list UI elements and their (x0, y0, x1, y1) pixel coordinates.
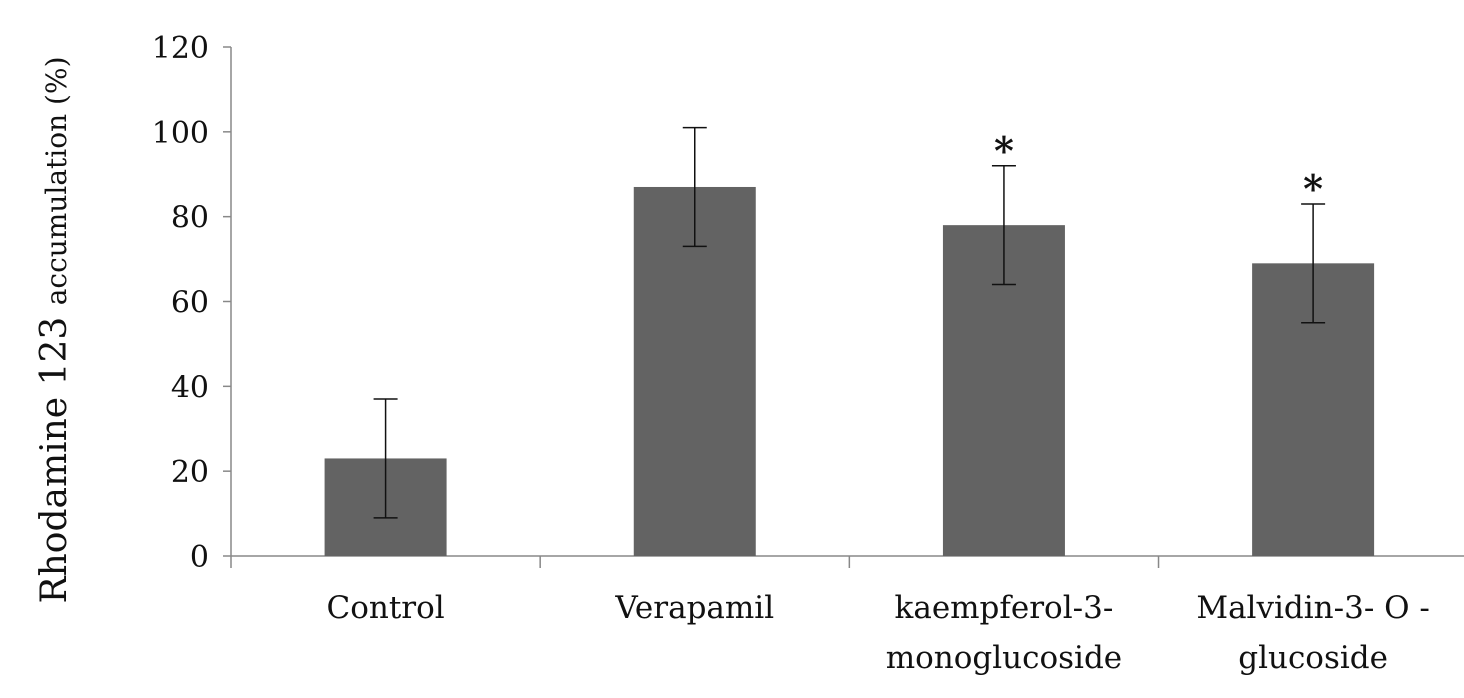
y-tick-label: 60 (171, 286, 209, 321)
x-tick-label: monoglucoside (886, 640, 1122, 676)
bar (633, 186, 756, 556)
y-tick-label: 40 (171, 370, 209, 405)
y-axis-label-part: Rhodamine 123 (34, 305, 75, 603)
y-axis-label-part: accumulation (%) (40, 57, 73, 306)
x-tick-label: kaempferol-3- (895, 590, 1114, 626)
y-tick-label: 100 (152, 116, 209, 151)
y-tick-label: 80 (171, 201, 209, 236)
x-tick-label: Verapamil (614, 590, 774, 626)
significance-marker: * (994, 128, 1014, 173)
y-tick-label: 20 (171, 455, 209, 490)
y-tick-label: 0 (190, 540, 209, 575)
y-axis-label: Rhodamine 123 accumulation (%) (34, 57, 75, 604)
y-tick-label: 120 (152, 31, 209, 66)
x-tick-label: Control (326, 590, 444, 626)
significance-marker: * (1303, 166, 1323, 211)
x-tick-label: glucoside (1238, 640, 1388, 676)
x-tick-label: Malvidin-3- O - (1196, 590, 1430, 626)
